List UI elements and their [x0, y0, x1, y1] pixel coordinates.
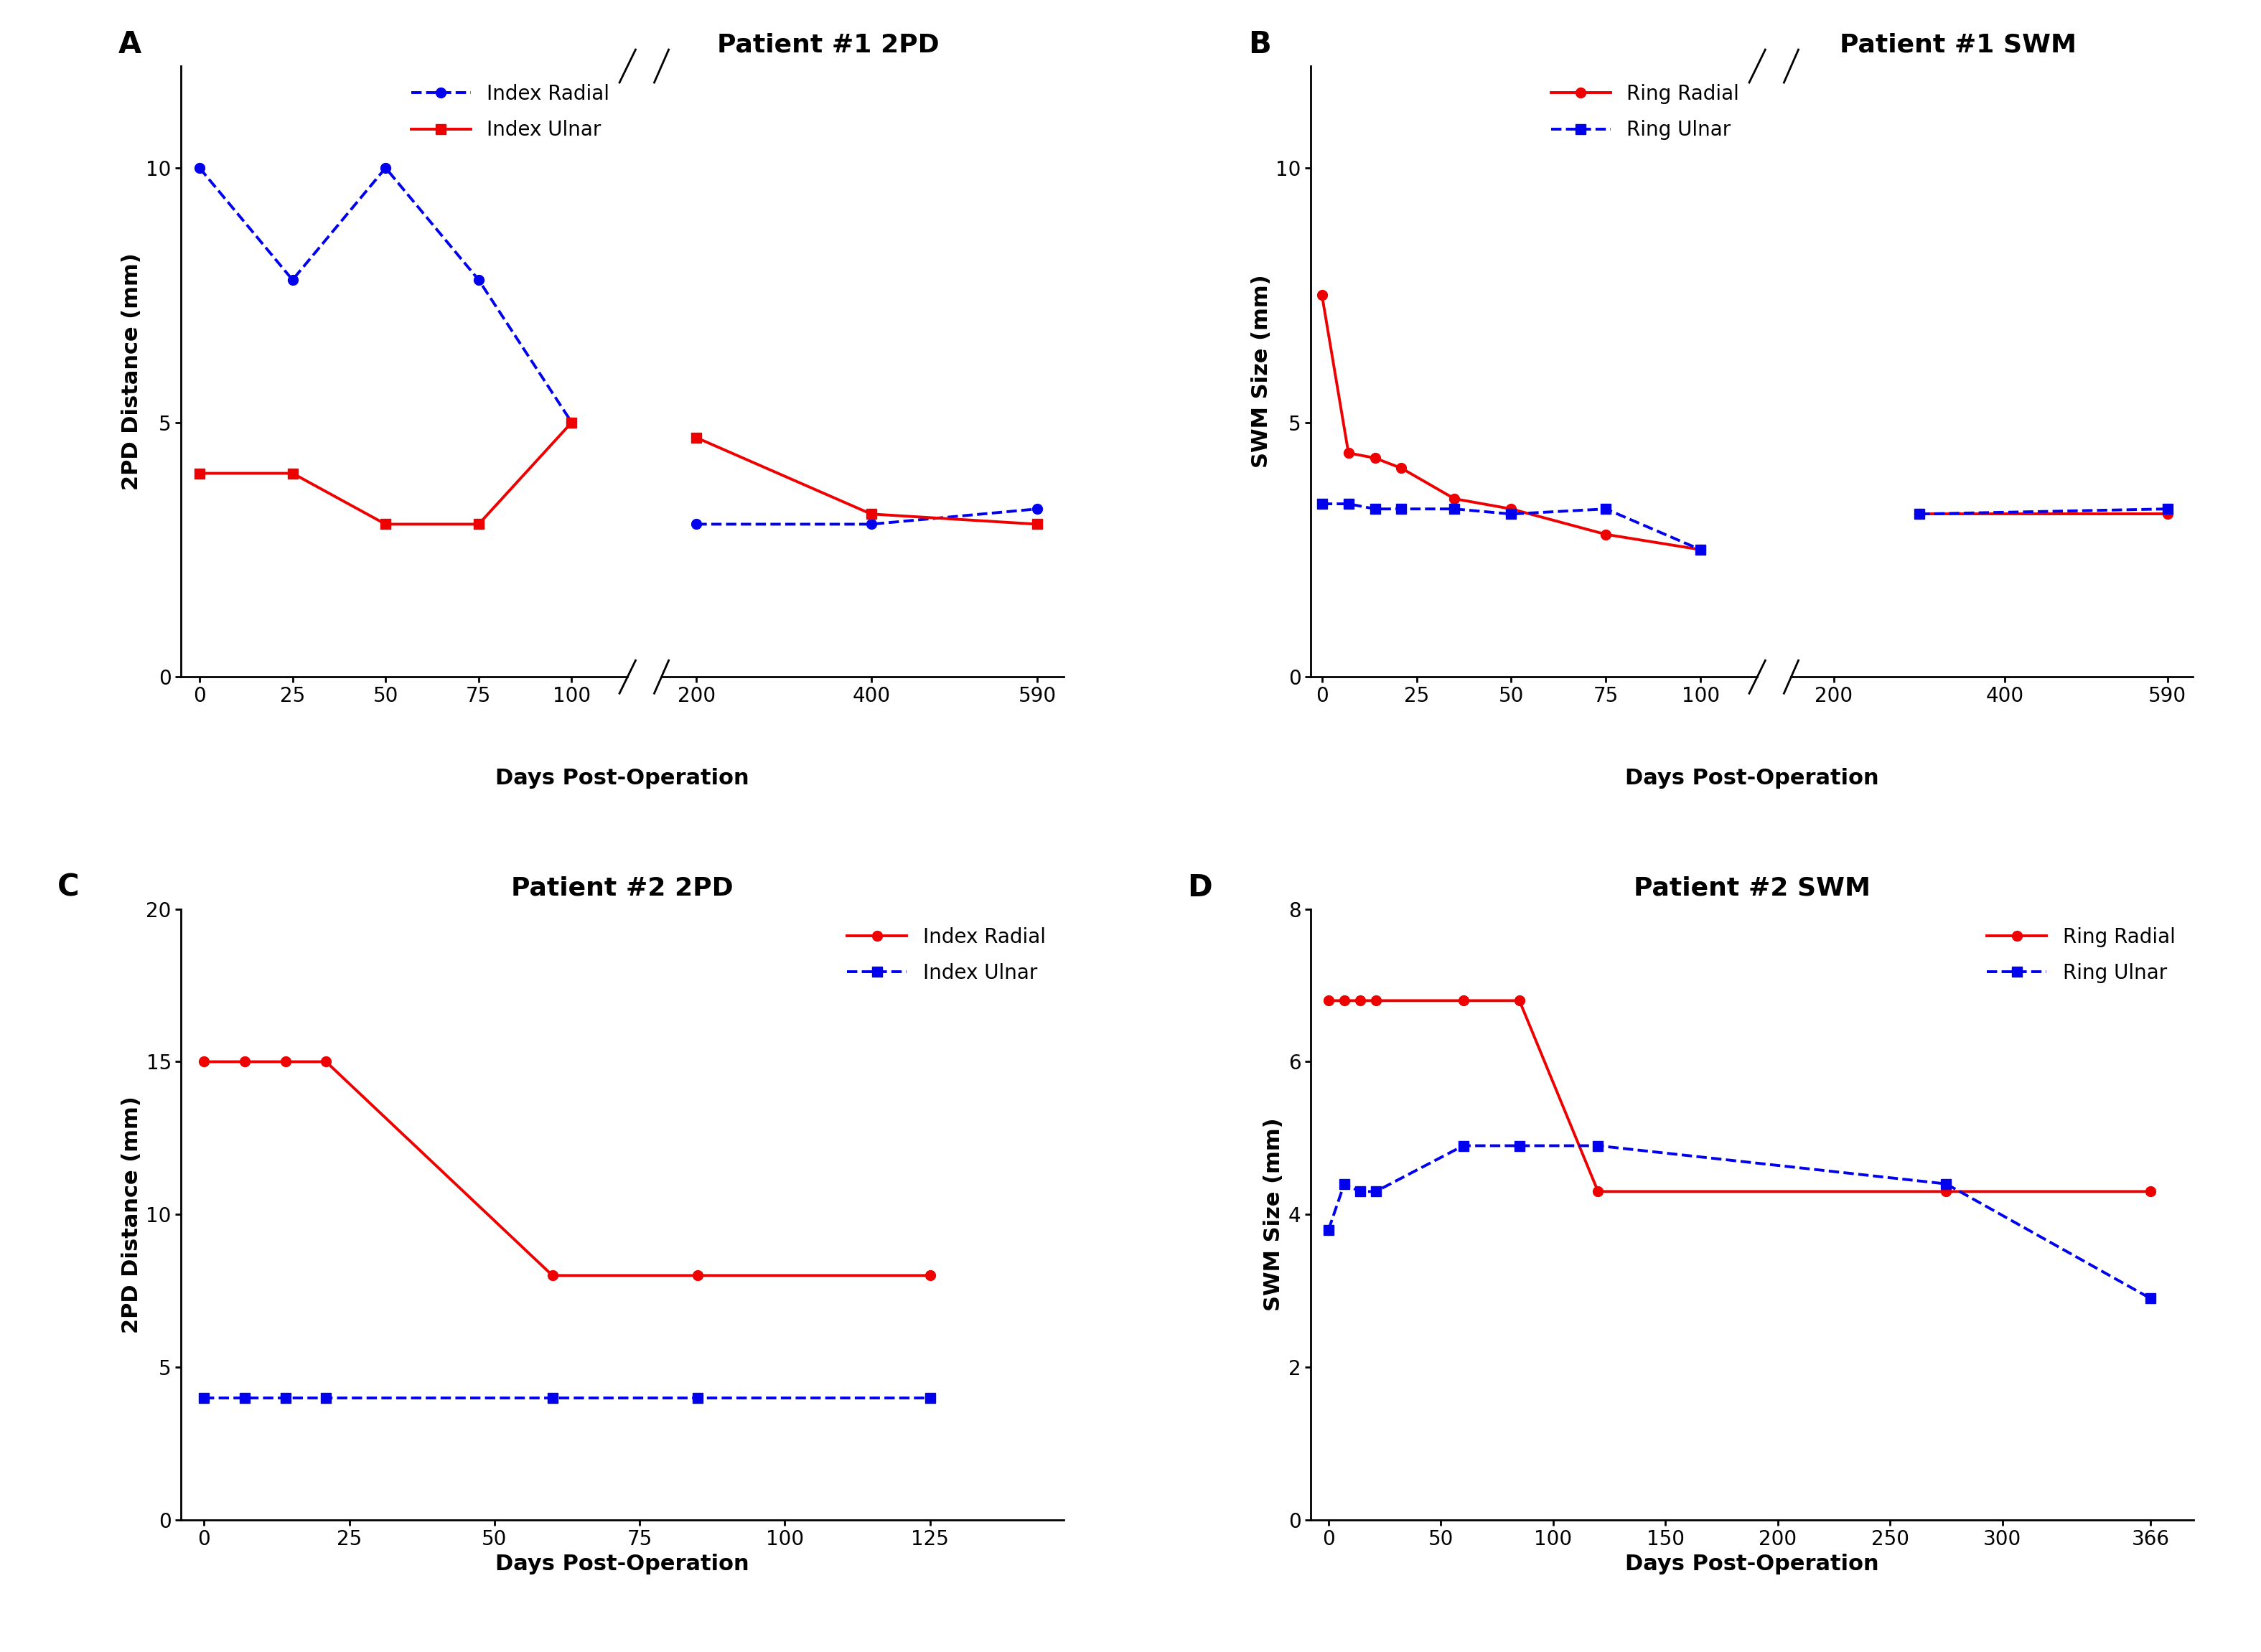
Title: Patient #1 2PD: Patient #1 2PD [717, 33, 941, 58]
Text: A: A [118, 30, 142, 59]
Y-axis label: 2PD Distance (mm): 2PD Distance (mm) [122, 253, 142, 491]
Text: Days Post-Operation: Days Post-Operation [1626, 768, 1879, 788]
Y-axis label: SWM Size (mm): SWM Size (mm) [1264, 1118, 1284, 1312]
X-axis label: Days Post-Operation: Days Post-Operation [1626, 1553, 1879, 1574]
Legend: Ring Radial, Ring Ulnar: Ring Radial, Ring Ulnar [1542, 76, 1748, 149]
Title: Patient #1 SWM: Patient #1 SWM [1840, 33, 2076, 58]
Legend: Index Radial, Index Ulnar: Index Radial, Index Ulnar [839, 919, 1054, 991]
Text: Days Post-Operation: Days Post-Operation [495, 768, 748, 788]
Text: B: B [1248, 30, 1271, 59]
Title: Patient #2 2PD: Patient #2 2PD [511, 876, 733, 900]
Text: C: C [57, 872, 79, 902]
Legend: Ring Radial, Ring Ulnar: Ring Radial, Ring Ulnar [1978, 919, 2184, 991]
Legend: Index Radial, Index Ulnar: Index Radial, Index Ulnar [402, 76, 617, 149]
Title: Patient #2 SWM: Patient #2 SWM [1632, 876, 1870, 900]
Text: D: D [1187, 872, 1212, 902]
Y-axis label: 2PD Distance (mm): 2PD Distance (mm) [122, 1095, 142, 1333]
X-axis label: Days Post-Operation: Days Post-Operation [495, 1553, 748, 1574]
Y-axis label: SWM Size (mm): SWM Size (mm) [1250, 274, 1271, 468]
